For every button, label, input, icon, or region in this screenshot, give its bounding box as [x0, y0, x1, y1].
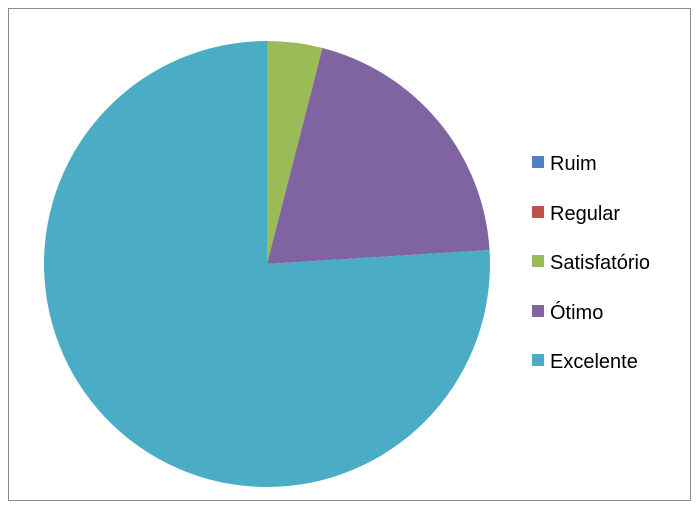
legend-swatch-otimo — [532, 305, 544, 317]
pie-slices — [44, 41, 491, 487]
legend-item-ruim: Ruim — [532, 153, 597, 175]
legend-swatch-satisfatorio — [532, 255, 544, 267]
pie-slice-satisfatorio — [267, 41, 323, 264]
pie-slice-excelente — [44, 41, 491, 487]
pie-slice-otimo — [267, 48, 490, 265]
legend-label-ruim: Ruim — [550, 153, 597, 175]
legend-label-excelente: Excelente — [550, 351, 638, 373]
legend: Ruim Regular Satisfatório Ótimo Excelent… — [532, 153, 650, 373]
legend-label-otimo: Ótimo — [550, 301, 603, 324]
legend-label-satisfatorio: Satisfatório — [550, 252, 650, 274]
legend-item-otimo: Ótimo — [532, 301, 603, 324]
legend-item-regular: Regular — [532, 203, 620, 225]
legend-swatch-excelente — [532, 354, 544, 366]
legend-swatch-ruim — [532, 156, 544, 168]
legend-item-excelente: Excelente — [532, 351, 638, 373]
legend-label-regular: Regular — [550, 203, 620, 225]
legend-swatch-regular — [532, 206, 544, 218]
legend-item-satisfatorio: Satisfatório — [532, 252, 650, 274]
